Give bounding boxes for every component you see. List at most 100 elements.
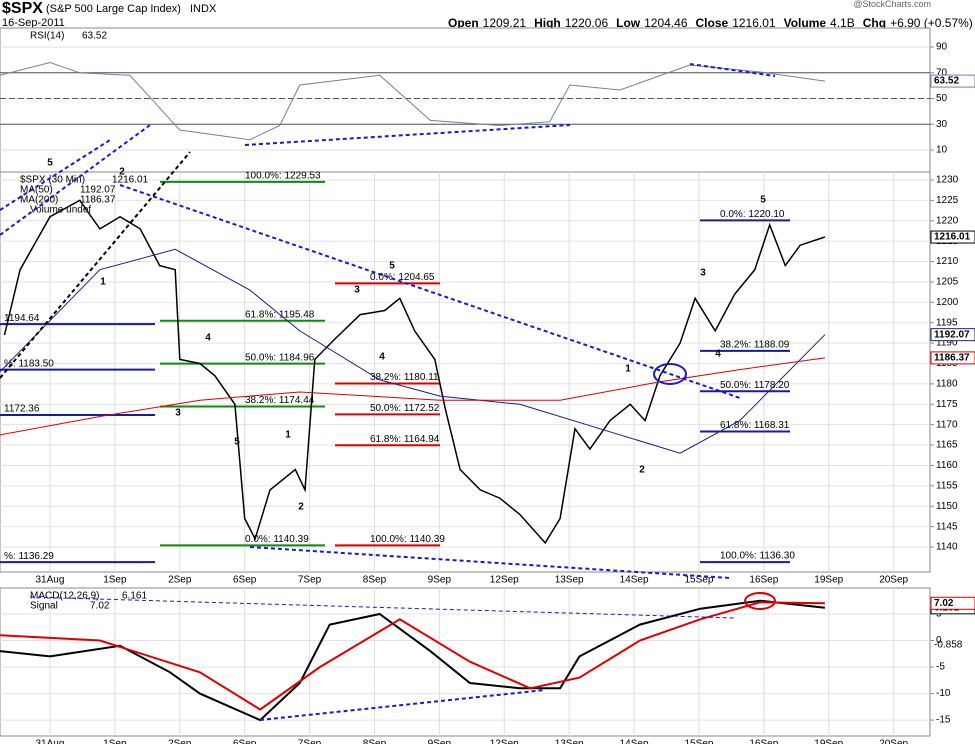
- trendline: [0, 151, 191, 379]
- fib-label: 0.0%: 1140.39: [245, 534, 309, 545]
- quote-value: 1216.01: [732, 16, 776, 30]
- legend-name: MA(200): [20, 195, 58, 206]
- value-tag: [930, 230, 975, 244]
- fib-label: 50.0%: 1172.52: [370, 403, 440, 414]
- price-panel: [0, 171, 931, 573]
- fib-label: 1172.36: [4, 404, 40, 415]
- y-tick-label: 1230: [936, 175, 959, 186]
- y-tick-label: 1205: [936, 277, 959, 288]
- legend-value: 1186.37: [80, 195, 116, 206]
- trendline: [29, 596, 736, 619]
- fib-label: 61.8%: 1168.31: [720, 420, 790, 431]
- y-tick-label: 1210: [936, 256, 959, 267]
- x-tick-label: 31Aug: [36, 575, 65, 586]
- wave-label: 5: [234, 437, 240, 448]
- legend-value: 6.161: [122, 591, 147, 602]
- wave-label: 2: [298, 502, 304, 513]
- trendlines: [0, 63, 776, 721]
- y-tick-label: 50: [936, 93, 948, 104]
- y-tick-label: 1180: [936, 379, 958, 390]
- wave-label: 3: [700, 268, 706, 279]
- x-tick-label: 14Sep: [620, 575, 649, 586]
- trendline: [119, 184, 741, 399]
- fib-label: 38.2%: 1174.44: [245, 395, 315, 406]
- x-tick-label: 1Sep: [103, 575, 127, 586]
- x-tick-label: 19Sep: [814, 739, 843, 744]
- x-tick-label: 8Sep: [363, 739, 387, 744]
- wave-label: 5: [47, 158, 53, 169]
- y-tick-label: 0: [936, 635, 942, 646]
- quote-label: High: [534, 16, 561, 30]
- y-tick-label: 90: [936, 42, 948, 53]
- y-tick-label: 1140: [936, 542, 958, 553]
- trendline: [0, 139, 111, 211]
- trendline: [689, 63, 776, 77]
- value-tag: [930, 596, 975, 610]
- value-tag-label: 7.02: [934, 598, 954, 609]
- quote-value: 4.1B: [830, 16, 855, 30]
- wave-label: 2: [119, 167, 125, 178]
- x-tick-label: 2Sep: [168, 739, 192, 744]
- highlight-circle: [653, 363, 687, 385]
- legend-value: 7.02: [90, 601, 110, 612]
- wave-label: 4: [205, 333, 211, 344]
- y-tick-label: 1195: [936, 317, 958, 328]
- wave-label: 4: [379, 352, 385, 363]
- wave-label: 4: [715, 349, 721, 360]
- legend-name: MA(50): [20, 185, 53, 196]
- trendline: [244, 124, 571, 146]
- quote-label: Chg: [862, 16, 887, 30]
- quote-label: Low: [616, 16, 641, 30]
- wave-label: 2: [639, 465, 645, 476]
- fib-label: 50.0%: 1178.20: [720, 380, 790, 391]
- wave-label: 1: [100, 277, 106, 288]
- value-tag-label: 63.52: [934, 76, 959, 87]
- y-tick-label: 1225: [936, 195, 959, 206]
- fib-label: 100.0%: 1140.39: [370, 534, 445, 545]
- value-tag-label: -0.858: [934, 640, 963, 651]
- watermark: @StockCharts.com: [853, 0, 931, 9]
- quote-label: Close: [695, 16, 729, 30]
- legend-value: 1216.01: [112, 175, 149, 186]
- quote-value: 1204.46: [644, 16, 688, 30]
- series-line: [0, 601, 825, 711]
- x-tick-label: 12Sep: [490, 739, 519, 744]
- rsi-panel: [0, 27, 931, 173]
- x-tick-label: 13Sep: [555, 739, 584, 744]
- series-line: [0, 357, 825, 436]
- symbol: $SPX: [2, 0, 43, 17]
- y-tick-label: 1150: [936, 501, 958, 512]
- x-tick-label: 2Sep: [168, 575, 192, 586]
- x-tick-label: 16Sep: [749, 575, 778, 586]
- y-tick-label: 1155: [936, 480, 958, 491]
- fib-label: 0.0%: 1204.65: [370, 272, 435, 283]
- y-tick-label: 30: [936, 119, 948, 130]
- fib-label: 100.0%: 1229.53: [245, 171, 321, 182]
- wave-label: 5: [760, 195, 766, 206]
- quote-value: 1209.21: [482, 16, 527, 30]
- y-tick-label: 1170: [936, 419, 958, 430]
- value-tag-label: 1216.01: [934, 232, 971, 243]
- x-tick-label: 13Sep: [555, 575, 584, 586]
- x-tick-label: 19Sep: [814, 575, 843, 586]
- x-tick-label: 9Sep: [428, 739, 452, 744]
- x-tick-label: 20Sep: [879, 575, 908, 586]
- x-tick-label: 9Sep: [428, 575, 452, 586]
- y-tick-label: 10: [936, 145, 948, 156]
- wave-label: 1: [625, 364, 631, 375]
- fib-label: 1194.64: [4, 313, 40, 324]
- y-tick-label: -10: [936, 688, 951, 699]
- series-line: [3, 199, 826, 545]
- series-line: [0, 248, 826, 454]
- fib-label: %: 1136.29: [4, 551, 54, 562]
- quote-label: Volume: [783, 16, 827, 30]
- wave-label: 5: [389, 261, 395, 272]
- y-tick-label: -5: [936, 662, 945, 673]
- legend-name: MACD(12,26,9): [30, 591, 99, 602]
- macd-panel: [0, 587, 931, 737]
- y-tick-label: 1200: [936, 297, 959, 308]
- y-tick-label: 1160: [936, 460, 958, 471]
- fib-label: 61.8%: 1164.94: [370, 434, 440, 445]
- value-tag-label: 1186.37: [934, 353, 970, 364]
